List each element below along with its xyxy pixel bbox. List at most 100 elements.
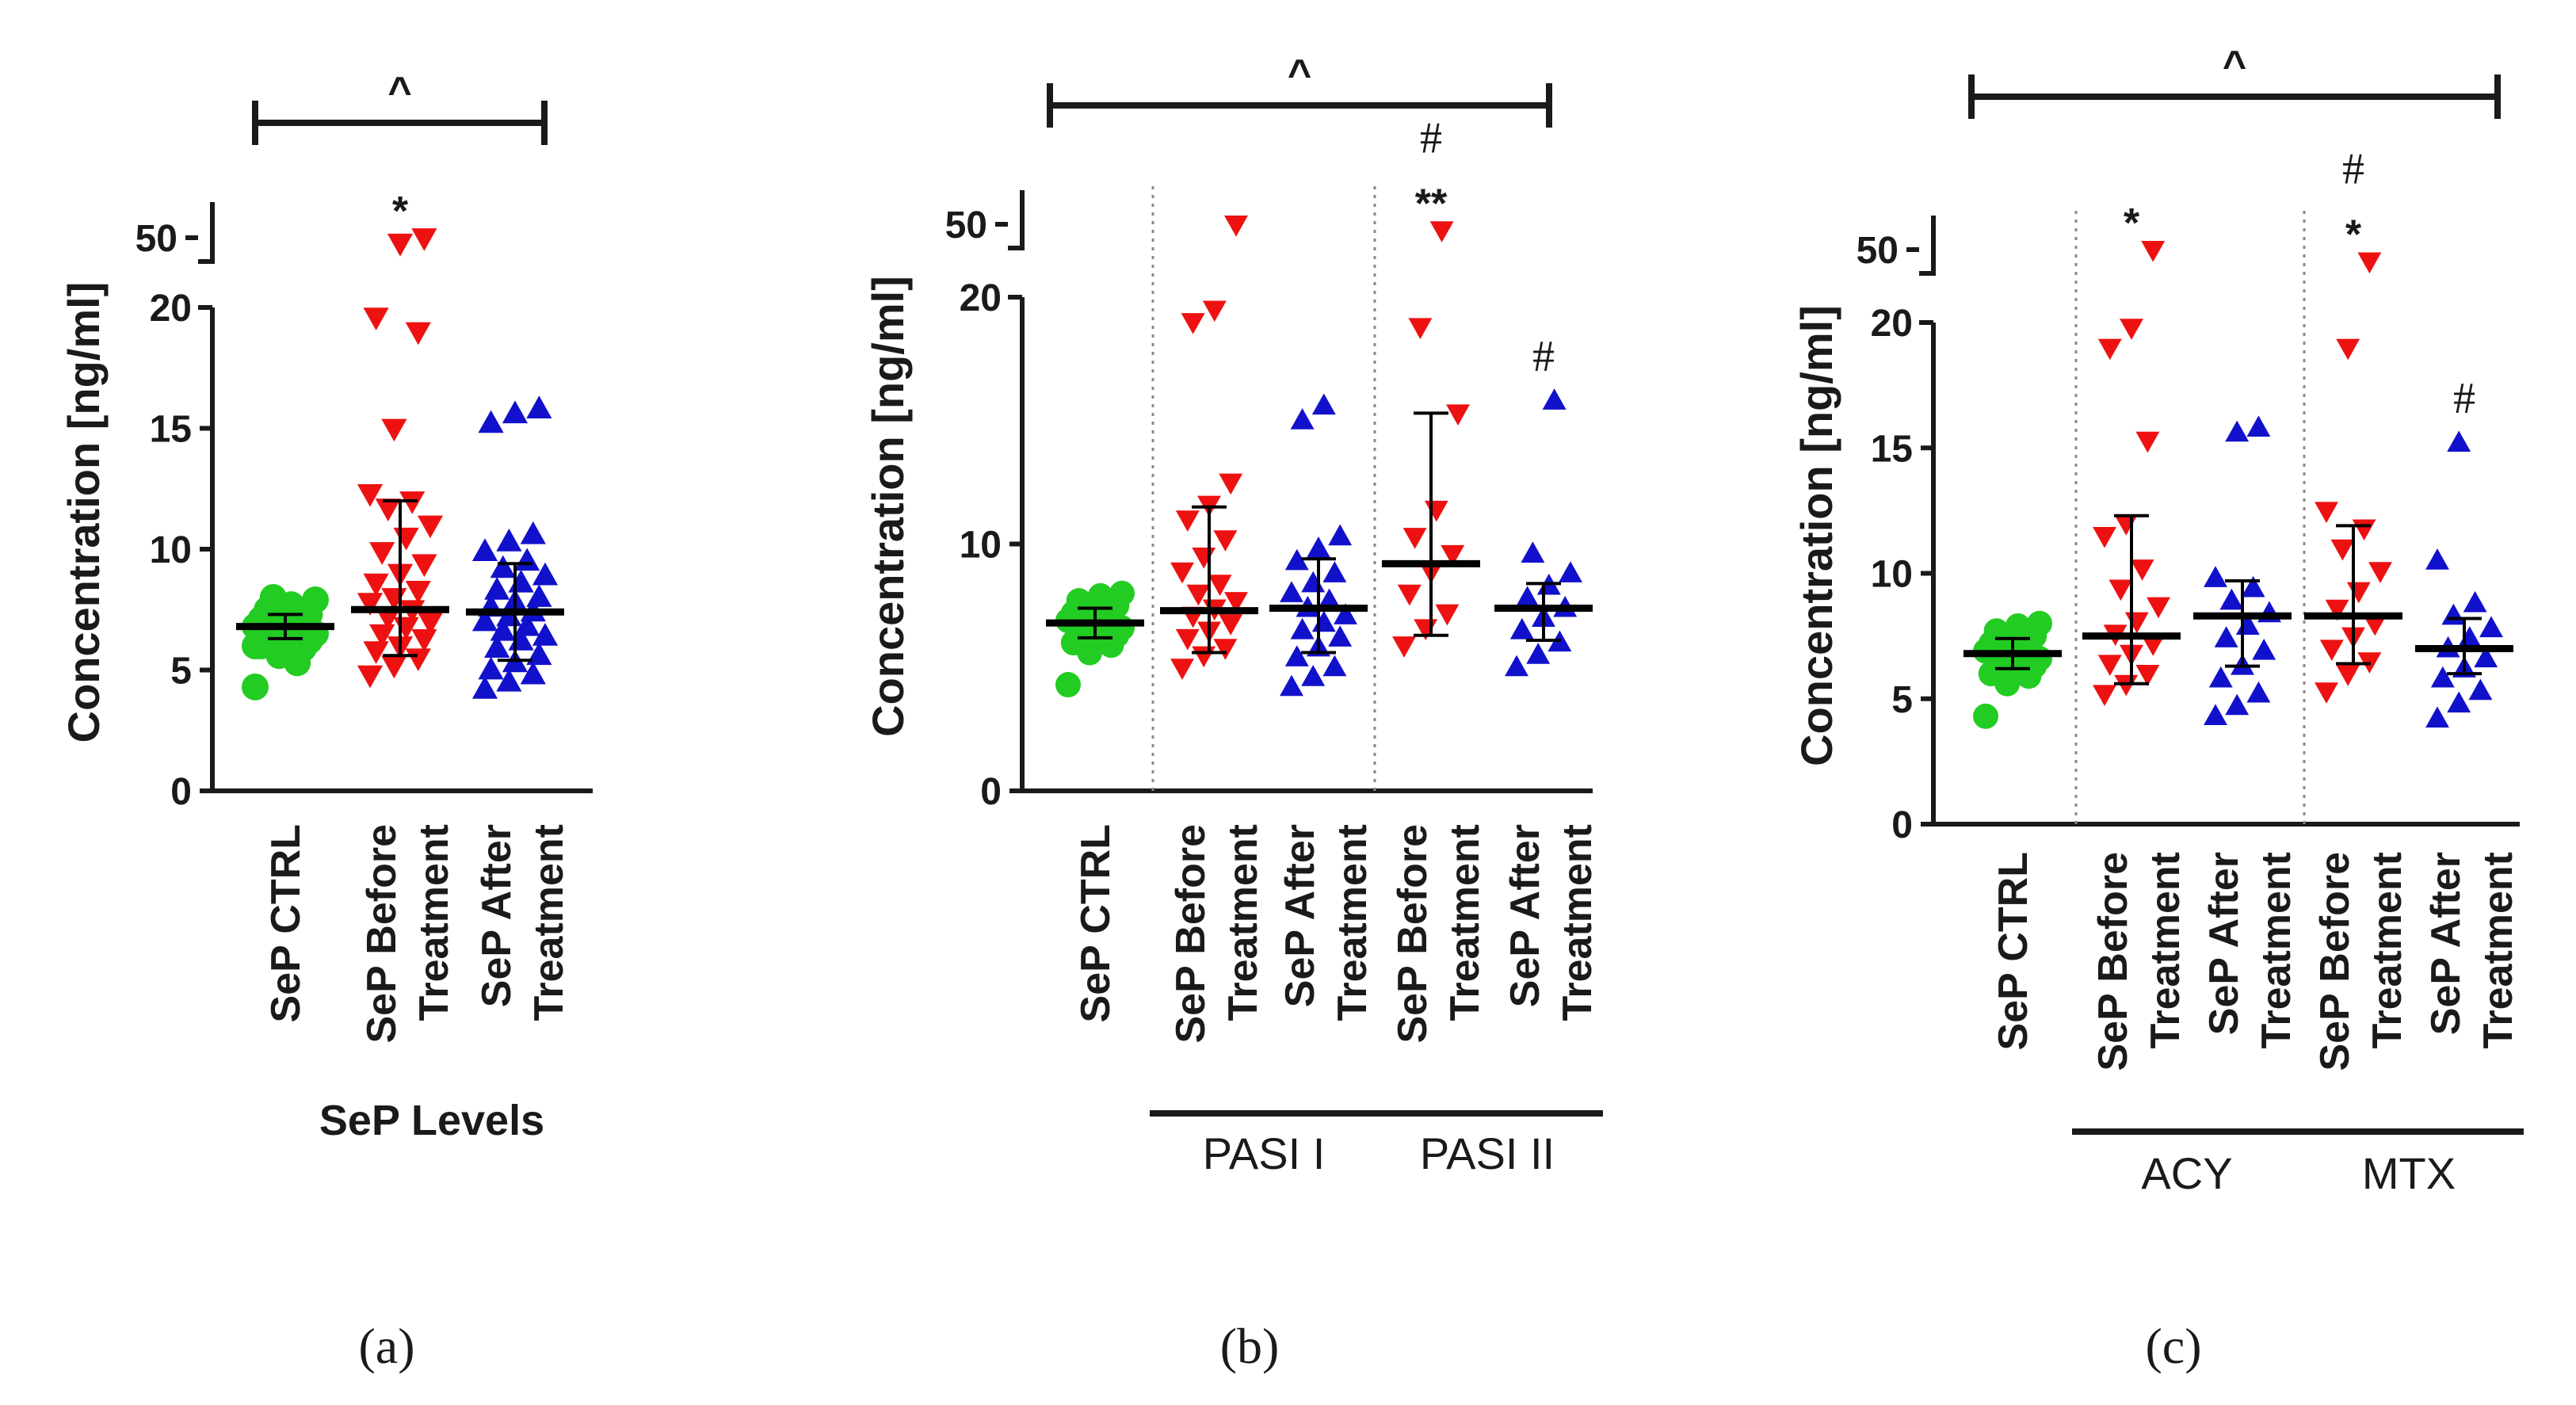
category-label: SeP CTRL	[1073, 824, 1119, 1022]
data-point	[1290, 408, 1315, 430]
data-point	[1170, 562, 1194, 584]
data-point	[381, 418, 407, 442]
data-point	[1408, 318, 1433, 339]
data-point	[1446, 404, 1470, 426]
data-point	[375, 498, 401, 521]
data-point	[2425, 548, 2449, 570]
data-point	[1301, 571, 1326, 593]
data-point	[496, 668, 522, 692]
category-3: ** # SeP Before Treatment	[1382, 113, 1488, 1044]
data-point	[532, 562, 559, 586]
category-label-line1: SeP Before	[1168, 824, 1214, 1044]
data-point	[2141, 635, 2166, 656]
data-point	[1192, 646, 1216, 668]
category-label: SeP Before Treatment	[2090, 852, 2189, 1071]
data-point	[284, 649, 311, 677]
data-point	[2204, 704, 2227, 725]
data-point	[1109, 580, 1135, 606]
data-point	[1280, 674, 1303, 697]
data-point	[1397, 584, 1422, 606]
data-point	[2124, 612, 2149, 634]
data-point	[2141, 240, 2166, 262]
data-point	[417, 612, 444, 636]
data-point	[405, 648, 431, 672]
data-point	[2346, 582, 2371, 604]
y-tick-label: 10	[960, 525, 1002, 567]
error-bar	[1526, 582, 1561, 642]
category-label-line1: SeP Before	[2312, 852, 2358, 1071]
data-point	[471, 676, 498, 699]
data-point	[1208, 575, 1232, 596]
data-point	[2468, 678, 2493, 701]
category-label: SeP After Treatment	[1277, 824, 1376, 1021]
category-label-line1: SeP CTRL	[1073, 824, 1119, 1022]
data-point	[2204, 566, 2227, 587]
chart-panel-a: 0 5 10 15 20 50 Concentration [ng/ml] ^ SeP CTRL…	[59, 69, 593, 1374]
bracket-caret: ^	[387, 69, 411, 115]
data-point	[1521, 541, 1545, 563]
data-point	[2336, 665, 2360, 686]
category-0: SeP CTRL	[1046, 580, 1144, 1022]
category-label-line2: Treatment	[1330, 824, 1376, 1021]
data-point	[2246, 681, 2271, 703]
y-tick-label: 15	[150, 409, 192, 451]
data-point	[2252, 639, 2276, 660]
category-label-line2: Treatment	[2364, 852, 2410, 1049]
data-point	[1202, 300, 1227, 323]
data-point	[357, 665, 384, 689]
data-point	[369, 624, 395, 647]
category-label: SeP Before Treatment	[1168, 824, 1266, 1044]
category-label-line2: Treatment	[411, 824, 457, 1021]
category-0: SeP CTRL	[236, 584, 334, 1022]
data-point	[2093, 685, 2116, 707]
y-tick-label: 20	[150, 288, 192, 330]
data-point	[363, 307, 389, 330]
data-point	[1213, 639, 1238, 660]
significance-star: **	[1415, 181, 1448, 227]
y-tick-label: 5	[1891, 679, 1913, 721]
x-axis-title: SeP Levels	[319, 1097, 544, 1144]
data-point	[1559, 561, 1582, 582]
axis-break-mark	[198, 202, 215, 264]
data-point	[490, 555, 516, 578]
group-label: MTX	[2362, 1148, 2456, 1198]
significance-bracket	[1047, 83, 1552, 128]
axis-break-mark	[1008, 190, 1025, 250]
data-point	[502, 400, 529, 424]
data-point	[381, 655, 407, 679]
data-point	[2357, 252, 2382, 274]
data-point	[1414, 619, 1438, 641]
significance-hash: #	[1532, 332, 1555, 381]
y-axis-label: Concentration [ng/ml]	[59, 282, 109, 743]
data-point	[399, 491, 426, 514]
category-label: SeP After Treatment	[1502, 824, 1601, 1021]
data-point	[1224, 215, 1248, 237]
data-point	[2315, 682, 2338, 704]
category-3: * # SeP Before Treatment	[2304, 145, 2410, 1071]
data-point	[1317, 588, 1341, 610]
data-point	[2447, 691, 2471, 713]
data-point	[1441, 544, 1465, 567]
data-point	[1224, 592, 1248, 613]
significance-hash: #	[1420, 113, 1442, 162]
data-point	[520, 661, 546, 685]
category-label-line1: SeP After	[1502, 824, 1548, 1007]
data-point	[1219, 473, 1243, 495]
data-point	[2241, 575, 2265, 598]
category-label-line1: SeP After	[2423, 852, 2469, 1035]
data-point	[1435, 604, 1460, 626]
data-point	[2208, 666, 2233, 688]
category-label-line1: SeP After	[2201, 852, 2247, 1035]
error-bar	[2225, 578, 2260, 668]
axis-break-mark	[1919, 216, 1936, 276]
category-label: SeP CTRL	[1990, 852, 2036, 1050]
data-point	[1055, 672, 1081, 698]
data-point	[1175, 510, 1200, 532]
data-point	[363, 573, 389, 597]
data-point	[2363, 614, 2387, 636]
y-tick-label: 15	[1871, 428, 1913, 470]
category-label-line1: SeP After	[1277, 824, 1323, 1007]
data-point	[302, 586, 329, 614]
y-tick-label: 0	[980, 771, 1002, 813]
category-label-line1: SeP Before	[2090, 852, 2136, 1071]
